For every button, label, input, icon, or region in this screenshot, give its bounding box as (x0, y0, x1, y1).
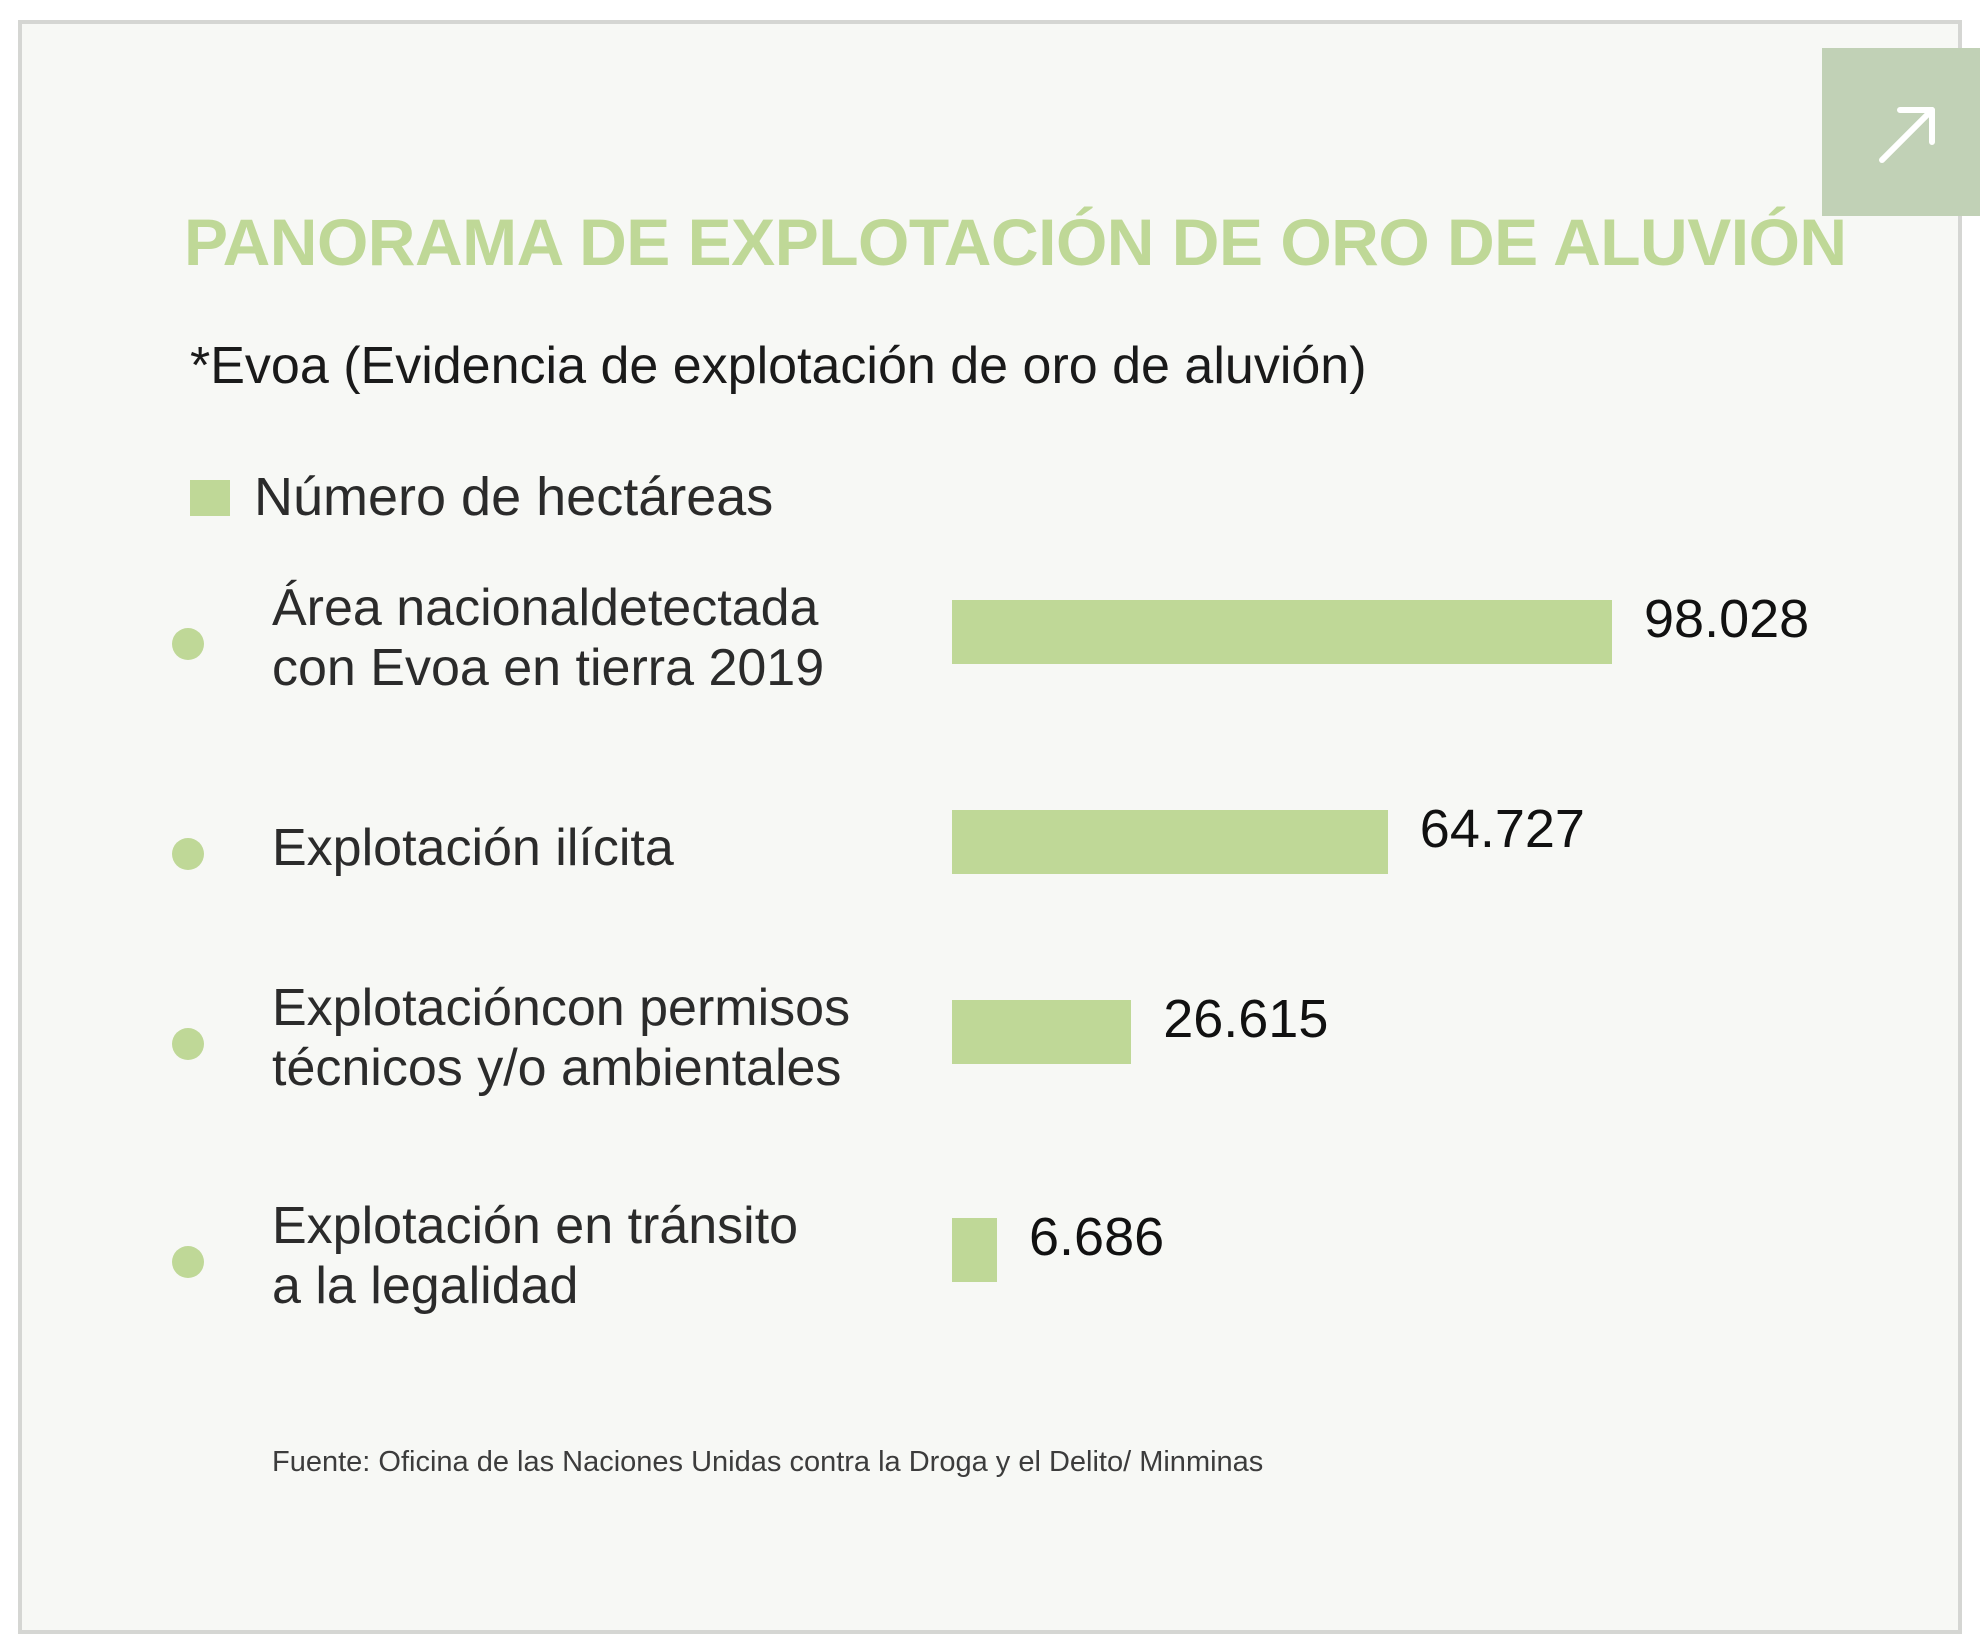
source-note: Fuente: Oficina de las Naciones Unidas c… (272, 1446, 1264, 1478)
category-label-line: técnicos y/o ambientales (272, 1039, 842, 1097)
chart-subtitle: *Evoa (Evidencia de explotación de oro d… (190, 337, 1367, 395)
bar (952, 1000, 1132, 1064)
chart-title: PANORAMA DE EXPLOTACIÓN DE ORO DE ALUVIÓ… (184, 205, 1847, 279)
expand-button[interactable] (1822, 48, 1980, 216)
infographic-card: PANORAMA DE EXPLOTACIÓN DE ORO DE ALUVIÓ… (18, 20, 1980, 1634)
category-label-line: con Evoa en tierra 2019 (272, 639, 825, 697)
category-label: Explotación ilícita (272, 818, 674, 878)
data-label: 6.686 (1029, 1207, 1165, 1267)
bullet-icon (172, 1246, 204, 1278)
data-label: 64.727 (1419, 799, 1585, 859)
data-label: 26.615 (1163, 989, 1329, 1049)
bar (952, 1218, 997, 1282)
category-label-line: Explotación en tránsito (272, 1197, 799, 1255)
category-label-line: a la legalidad (272, 1257, 579, 1315)
arrow-up-right-icon (1879, 107, 1935, 163)
category-label-line: Explotacióncon permisos (272, 979, 851, 1037)
category-label: Explotacióncon permisos técnicos y/o ambi… (272, 978, 850, 1098)
bar (952, 810, 1388, 874)
bullet-icon (172, 628, 204, 660)
legend-label: Número de hectáreas (254, 467, 774, 527)
bar (952, 600, 1612, 664)
bullet-icon (172, 838, 204, 870)
category-label: Explotación en tránsito a la legalidad (272, 1196, 798, 1316)
data-label: 98.028 (1644, 589, 1810, 649)
category-label-line: Área nacionaldetectada (272, 579, 819, 637)
category-label-line: Explotación ilícita (272, 819, 674, 877)
bullet-icon (172, 1028, 204, 1060)
legend-swatch (190, 480, 230, 516)
category-label: Área nacionaldetectada con Evoa en tierra… (272, 578, 824, 698)
